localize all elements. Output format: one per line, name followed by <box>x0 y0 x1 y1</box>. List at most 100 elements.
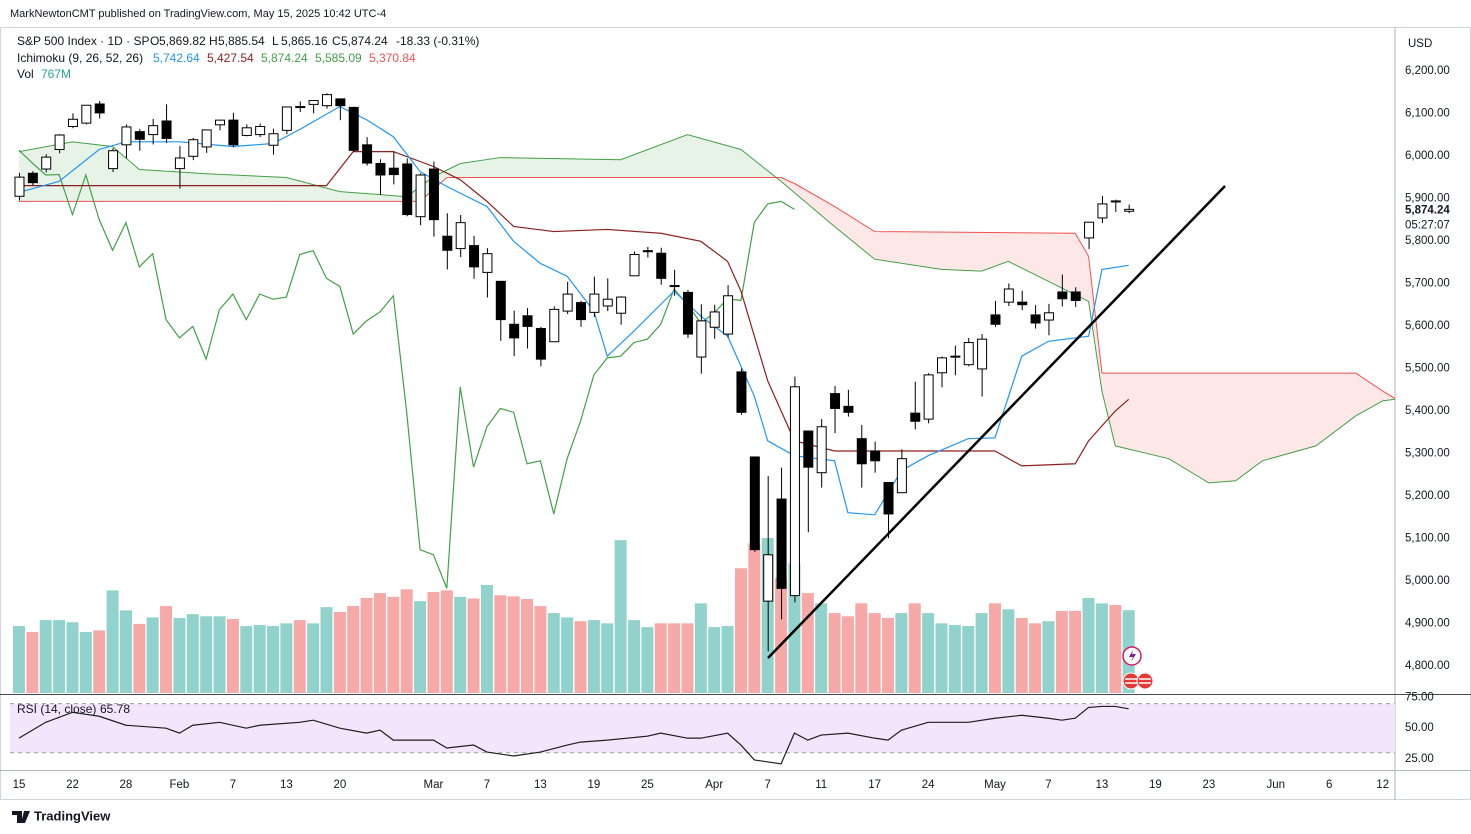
x-tick-label: 28 <box>120 779 133 791</box>
volume-title: Vol <box>17 67 34 81</box>
economic-event-icon[interactable] <box>1136 672 1154 690</box>
volume-bar <box>1042 621 1055 693</box>
volume-bar <box>1015 617 1028 693</box>
y-tick-label: 5,700.00 <box>1405 277 1450 289</box>
cloud-fill <box>313 184 327 202</box>
candle-body <box>749 456 760 551</box>
candle-body <box>709 311 720 328</box>
volume-bar <box>480 584 493 693</box>
volume-bar <box>855 603 868 693</box>
volume-bar <box>868 613 881 693</box>
cloud-fill <box>834 206 848 238</box>
volume-bar <box>935 623 948 693</box>
cloud-fill <box>1061 233 1076 295</box>
volume-bar <box>360 597 373 693</box>
candle-body <box>616 296 627 314</box>
candle-body <box>776 498 787 589</box>
volume-bar <box>66 622 79 693</box>
rsi-tick-label: 25.00 <box>1405 753 1434 765</box>
rsi-pane <box>10 703 1395 765</box>
candle-body <box>215 119 226 126</box>
cloud-fill <box>259 176 274 202</box>
cloud-fill <box>687 134 701 178</box>
candle-body <box>910 412 921 422</box>
volume-bar <box>307 623 320 693</box>
cloud-fill <box>286 177 300 202</box>
x-tick-label: 17 <box>868 779 881 791</box>
rsi-value: 65.78 <box>100 702 130 716</box>
candle-body <box>1097 203 1108 219</box>
cloud-fill <box>72 141 86 202</box>
volume-bar <box>1002 609 1015 693</box>
x-tick-label: 7 <box>484 779 490 791</box>
volume-bar <box>601 623 614 693</box>
main-pane <box>12 93 1395 693</box>
cloud-fill <box>1088 256 1102 392</box>
candle-body <box>321 94 332 107</box>
candle-body <box>54 134 65 150</box>
cloud-fill <box>1302 373 1316 450</box>
volume-bar <box>373 593 386 693</box>
candle-body <box>255 126 266 136</box>
volume-bar <box>494 595 507 693</box>
volume-bar <box>627 620 640 693</box>
candle-body <box>562 293 573 312</box>
cloud-fill <box>1315 373 1330 446</box>
y-tick-label: 5,400.00 <box>1405 405 1450 417</box>
x-tick-label: 19 <box>587 779 600 791</box>
x-tick-label: 6 <box>1326 779 1332 791</box>
candle-body <box>883 481 894 515</box>
lagging-span <box>18 149 795 589</box>
cloud-fill <box>1155 373 1169 459</box>
volume-bar <box>280 623 293 693</box>
candle-body <box>27 172 38 184</box>
cloud-fill <box>1275 373 1290 458</box>
candle-body <box>843 405 854 413</box>
cloud-fill <box>633 149 648 178</box>
candle-body <box>763 554 774 602</box>
volume-bar <box>962 626 975 693</box>
x-tick-label: 12 <box>1376 779 1389 791</box>
candle-body <box>977 338 988 370</box>
volume-bar <box>908 603 921 693</box>
volume-bar <box>748 543 761 693</box>
cloud-fill <box>821 198 835 227</box>
volume-bar <box>895 613 908 693</box>
candle-body <box>549 308 560 343</box>
leading-span-a <box>18 134 1395 484</box>
candle-body <box>161 120 172 139</box>
change-label: -18.33 (-0.31%) <box>396 34 479 48</box>
ohlc-value: 5,885.54 <box>218 34 265 48</box>
volume-bar <box>775 577 788 693</box>
volume-bar <box>1055 610 1068 693</box>
cloud-fill <box>486 157 501 178</box>
cloud-fill <box>901 231 915 266</box>
cloud-fill <box>620 154 634 178</box>
candle-body <box>682 291 693 335</box>
rsi-title: RSI (14, close) <box>17 702 96 716</box>
cloud-fill <box>45 144 60 202</box>
x-tick-label: 19 <box>1149 779 1162 791</box>
cloud-fill <box>1342 373 1356 426</box>
candle-body <box>67 118 78 128</box>
rsi-tick-label: 75.00 <box>1405 691 1434 703</box>
candle-body <box>14 176 25 197</box>
cloud-fill <box>914 231 929 268</box>
ichimoku-title: Ichimoku (9, 26, 52, 26) <box>17 51 143 65</box>
cloud-fill <box>754 160 768 178</box>
cloud-fill <box>1195 373 1209 483</box>
rsi-line <box>18 705 1129 765</box>
cloud-fill <box>246 175 260 202</box>
volume-bar <box>186 614 199 693</box>
volume-bar <box>734 568 747 693</box>
cloud-fill <box>647 144 661 178</box>
ohlc-key: H <box>209 34 218 48</box>
candle-body <box>1017 301 1028 306</box>
x-tick-label: 13 <box>1096 779 1109 791</box>
volume-bar <box>641 627 654 693</box>
candle-body <box>816 426 827 474</box>
volume-bar <box>267 626 280 693</box>
candle-body <box>723 295 734 335</box>
ichimoku-value: 5,370.84 <box>369 51 416 65</box>
